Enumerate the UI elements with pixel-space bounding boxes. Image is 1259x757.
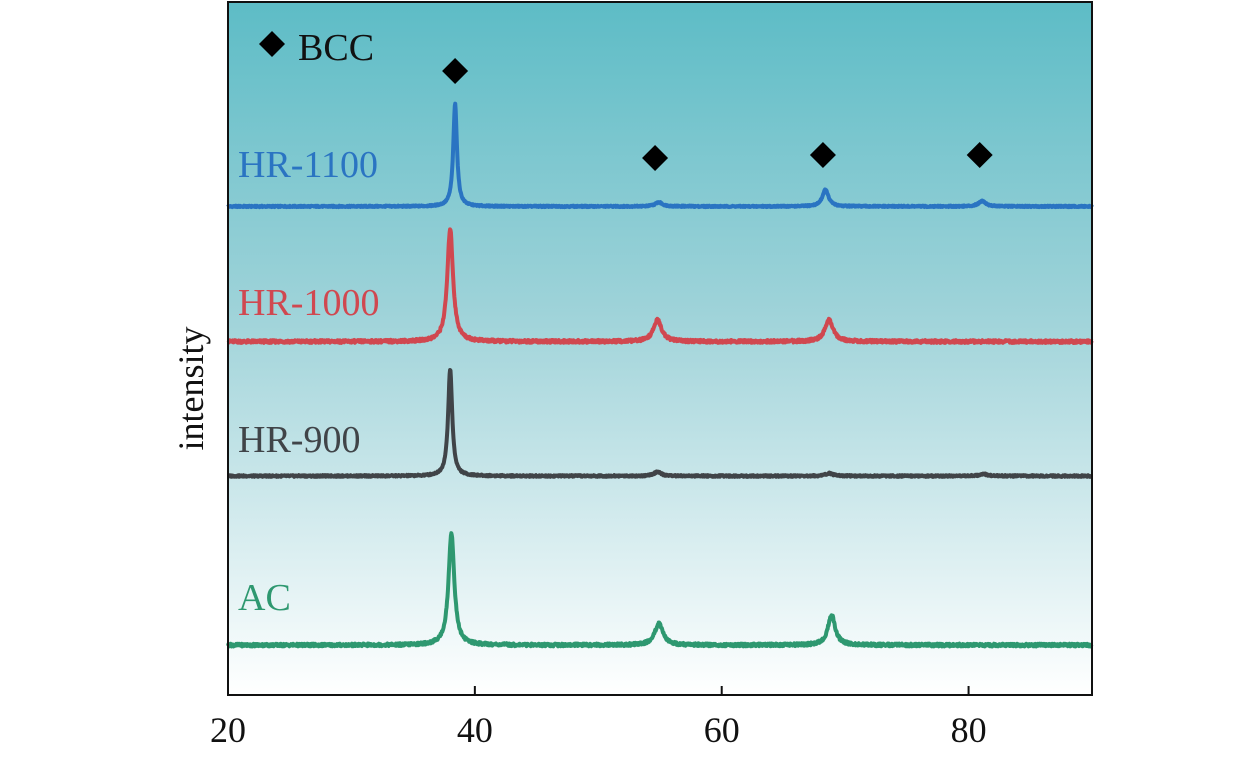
series-label-hr-1100: HR-1100	[238, 144, 378, 186]
bcc-peak-marker	[642, 145, 669, 171]
x-tick-label: 80	[951, 710, 987, 750]
series-line-hr-1000	[226, 227, 1094, 345]
legend-diamond-icon	[259, 31, 285, 57]
bcc-markers	[442, 58, 993, 171]
x-tick-label: 60	[704, 710, 740, 750]
plot-frame	[227, 1, 1093, 696]
x-tick-label: 40	[457, 710, 493, 750]
legend-label: BCC	[298, 27, 374, 69]
series-line-hr-1100	[226, 101, 1094, 210]
x-tick-label: 20	[210, 710, 246, 750]
bcc-peak-marker	[442, 58, 469, 84]
series-line-ac	[226, 531, 1094, 649]
series-labels: HR-1100 HR-1000 HR-900 AC	[238, 144, 379, 619]
legend: BCC	[259, 27, 374, 69]
series-layer	[226, 101, 1094, 649]
y-axis-label: intensity	[171, 327, 211, 451]
plot-background	[228, 2, 1092, 695]
series-label-hr-900: HR-900	[238, 419, 360, 461]
series-label-hr-1000: HR-1000	[238, 282, 379, 324]
series-label-ac: AC	[238, 577, 291, 619]
x-axis: 20 40 60 80	[210, 686, 987, 750]
series-line-hr-900	[226, 368, 1094, 479]
bcc-peak-marker	[809, 142, 836, 168]
bcc-peak-marker	[966, 142, 993, 168]
